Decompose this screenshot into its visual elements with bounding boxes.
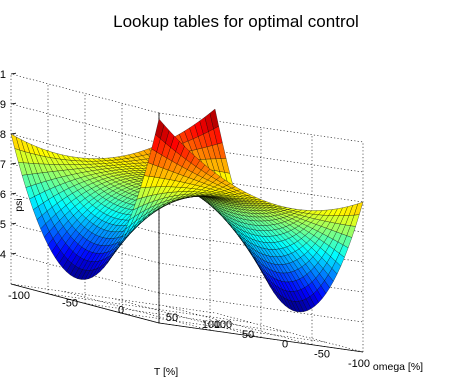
y-axis-label: T [%] <box>154 366 178 378</box>
x-tick-label: 0 <box>118 305 124 317</box>
x-tick-label: 50 <box>166 312 178 324</box>
z-tick-mark <box>10 102 17 105</box>
z-tick-label: 1 <box>0 69 6 81</box>
z-tick-mark <box>10 252 17 255</box>
z-tick-label: 0.4 <box>0 249 6 261</box>
x-tick-label: -100 <box>8 290 30 302</box>
z-tick-label: 0.6 <box>0 189 6 201</box>
surface-cell <box>353 201 364 216</box>
wall-grid-line <box>158 112 364 143</box>
z-axis-label: psi <box>13 198 25 211</box>
z-tick-label: 0.9 <box>0 99 6 111</box>
z-tick-mark <box>10 192 17 195</box>
floor-grid-line <box>84 303 290 333</box>
y-tick-label: 0 <box>282 339 288 351</box>
z-tick-mark <box>10 162 17 165</box>
y-tick-label: 50 <box>242 329 254 341</box>
wall-grid-line <box>158 292 364 323</box>
z-tick-mark <box>10 132 17 135</box>
floor-grid-line <box>47 293 253 324</box>
chart-title: Lookup tables for optimal control <box>113 12 359 31</box>
axis-box-edge <box>10 283 160 324</box>
z-tick-label: 0.5 <box>0 219 6 231</box>
z-tick-mark <box>10 72 17 75</box>
x-tick-label: -50 <box>62 297 78 309</box>
x-axis-label: omega [%] <box>373 361 423 373</box>
axis-ticks: 0.4 0.5 0.6 0.7 0.8 0.9 1 -100 -50 0 50 100 -100 -50 0… <box>0 69 370 370</box>
y-tick-label: -100 <box>348 358 370 370</box>
wall-grid-line <box>10 73 160 114</box>
z-tick-mark <box>10 222 17 225</box>
z-tick-label: 0.7 <box>0 159 6 171</box>
wall-grid-line <box>10 103 160 144</box>
y-tick-label: 100 <box>202 319 220 331</box>
wall-grid-line <box>158 262 364 293</box>
y-tick-label: -50 <box>314 348 330 360</box>
z-tick-label: 0.8 <box>0 129 6 141</box>
floor-grid-line <box>163 305 313 346</box>
x-tick-label: 100 <box>214 319 232 331</box>
axis-box-edge <box>158 322 364 353</box>
floor-grid-line <box>121 312 327 343</box>
floor-grid-line <box>10 283 216 314</box>
surface-mesh <box>10 108 364 313</box>
